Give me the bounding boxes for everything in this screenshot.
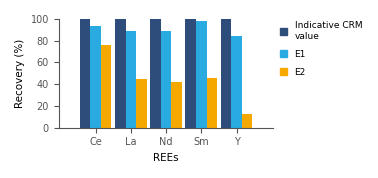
X-axis label: REEs: REEs [153,153,179,163]
Y-axis label: Recovery (%): Recovery (%) [15,39,25,108]
Bar [90,25,101,128]
Legend: Indicative CRM
value, E1, E2: Indicative CRM value, E1, E2 [280,21,362,77]
Bar [196,21,206,128]
Bar [221,19,231,128]
Bar [115,19,125,128]
Bar [125,31,136,128]
Bar [136,79,147,128]
Bar [101,45,112,128]
Bar [186,19,196,128]
Bar [150,19,161,128]
Bar [242,114,253,128]
Bar [161,31,171,128]
Bar [80,19,90,128]
Bar [231,36,242,128]
Bar [206,78,217,128]
Bar [171,82,182,128]
